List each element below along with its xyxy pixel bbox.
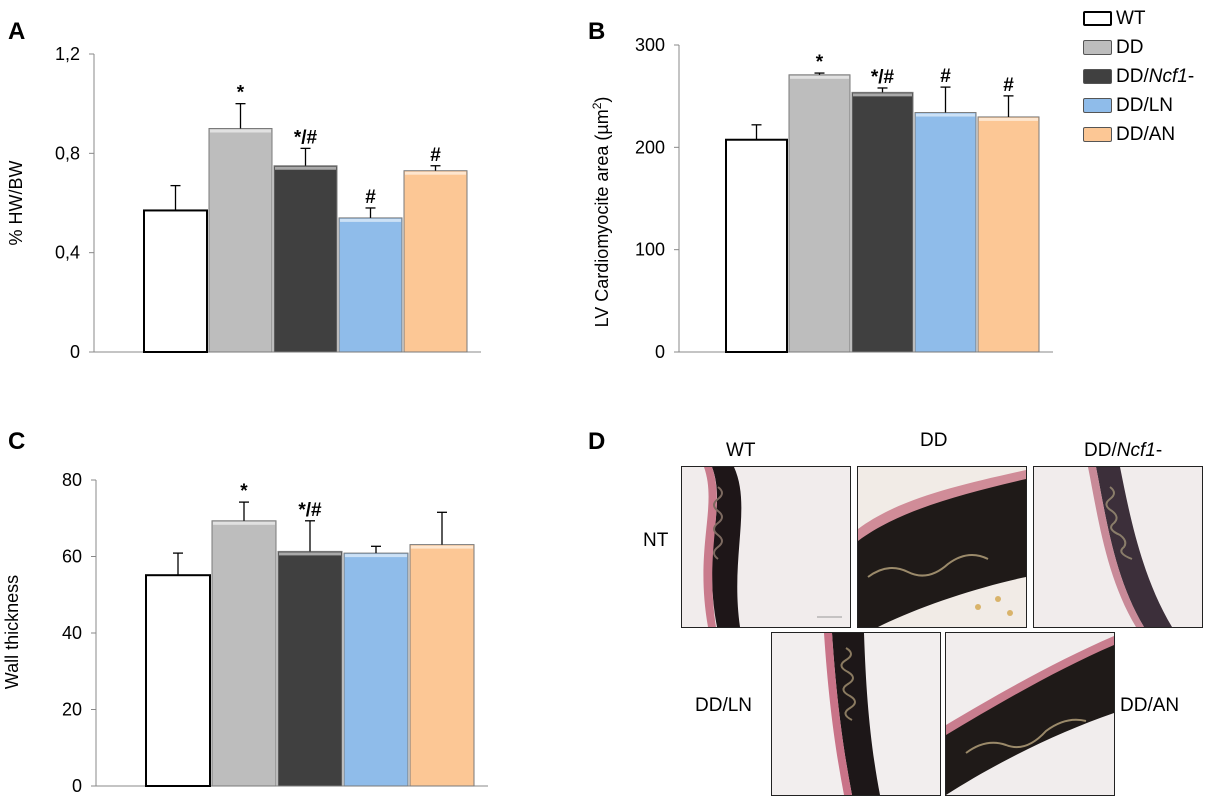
bar-highlight [213, 521, 275, 525]
legend-label-dd: DD [1116, 36, 1144, 58]
y-axis-label: LV Cardiomyocite area (µm2) [590, 97, 612, 328]
y-tick-label: 80 [62, 470, 82, 490]
bar-dd-ncf1- [273, 165, 338, 353]
bar-dd-ln [338, 217, 403, 353]
significance-marker: # [365, 187, 376, 208]
significance-marker: # [940, 66, 951, 87]
y-tick-label: 300 [635, 35, 665, 55]
micrograph-dd-an [945, 632, 1115, 796]
legend-label-dd-an: DD/AN [1116, 123, 1176, 145]
bar-highlight [853, 93, 912, 97]
legend-item-dd-ln: DD/LN [1083, 91, 1194, 120]
legend-label-dd-ncf1: DD/Ncf1- [1116, 65, 1195, 87]
legend-item-dd-an: DD/AN [1083, 120, 1194, 149]
y-tick-label: 0 [70, 342, 80, 362]
legend-label-dd-ln: DD/LN [1116, 94, 1174, 116]
micro-label-dd-an: DD/AN [1120, 695, 1180, 716]
y-tick-label: 0 [655, 342, 665, 362]
bar-dd-ncf1- [851, 91, 914, 353]
bar-highlight [405, 171, 466, 175]
panel-letter-a: A [8, 18, 26, 45]
bar-dd-an [977, 116, 1040, 353]
legend-item-dd-ncf1: DD/Ncf1- [1083, 62, 1194, 91]
micrograph-dd-ln [771, 632, 941, 796]
y-tick-label: 20 [62, 700, 82, 720]
bar-dd-ln [914, 112, 977, 353]
legend-item-dd: DD [1083, 33, 1194, 62]
y-tick-label: 1,2 [55, 44, 80, 64]
micro-col-label-dd: DD [920, 430, 948, 451]
y-axis-label: Wall thickness [2, 575, 22, 689]
chart-hw-bw: 0 0,4 0,8 1,2 % HW/BW * */# # # [6, 44, 481, 362]
significance-marker: # [1003, 75, 1014, 96]
legend-label-wt: WT [1116, 7, 1146, 29]
y-tick-label: 100 [635, 240, 665, 260]
significance-marker: */# [298, 500, 322, 521]
micrograph-dd-ln-image [772, 633, 940, 795]
bar-highlight [340, 218, 401, 222]
bar-dd-ncf1- [277, 550, 343, 787]
bar-dd [788, 74, 851, 353]
chart-cardiomyocyte-area: 0 100 200 300 LV Cardiomyocite area (µm2) * */… [590, 35, 1053, 362]
bar-highlight [279, 552, 341, 556]
significance-marker: * [816, 52, 824, 73]
bar-highlight [979, 117, 1038, 121]
bar-wt [145, 574, 211, 787]
panel-letter-d: D [588, 428, 606, 455]
y-tick-label: 200 [635, 137, 665, 157]
bar-wt [725, 138, 788, 353]
panel-letter-b: B [588, 18, 606, 45]
bar-highlight [275, 166, 336, 170]
y-axis-label: % HW/BW [6, 160, 26, 245]
bar-dd-an [409, 544, 475, 787]
micro-label-dd-ln: DD/LN [695, 695, 753, 716]
panel-letter-c: C [8, 428, 26, 455]
significance-marker: */# [294, 127, 318, 148]
y-tick-label: 40 [62, 623, 82, 643]
legend: WT DD DD/Ncf1- DD/LN DD/AN [1083, 4, 1194, 149]
significance-marker: * [240, 481, 248, 502]
micrograph-dd-ncf1-nt-image [1034, 467, 1202, 627]
legend-swatch-wt [1083, 11, 1112, 26]
bar-dd [211, 520, 277, 787]
bar-wt [143, 209, 208, 353]
bar-dd [208, 128, 273, 353]
micro-row-label-nt: NT [643, 530, 669, 551]
y-tick-label: 0,8 [55, 143, 80, 163]
bar-dd-an [403, 170, 468, 353]
significance-marker: # [430, 145, 441, 166]
chart-wall-thickness: 0 20 40 60 80 Wall thickness * */# [2, 470, 488, 796]
micrograph-wt-nt-image [682, 467, 850, 627]
bar-highlight [790, 75, 849, 79]
micro-col-label-wt: WT [726, 440, 756, 461]
y-tick-label: 60 [62, 547, 82, 567]
y-axis-label-superscript: 2 [590, 102, 604, 109]
significance-marker: */# [871, 67, 895, 88]
bar-dd-ln [343, 552, 409, 787]
micrograph-dd-nt-image [858, 467, 1026, 627]
micrograph-dd-ncf1-nt [1033, 466, 1203, 628]
legend-swatch-dd-an [1083, 127, 1112, 142]
y-tick-label: 0,4 [55, 243, 80, 263]
bar-highlight [210, 129, 271, 133]
bar-highlight [411, 545, 473, 549]
legend-swatch-dd-ln [1083, 98, 1112, 113]
micro-col-label-dd-ncf1: DD/Ncf1- [1084, 440, 1163, 461]
micrograph-dd-nt [857, 466, 1027, 628]
legend-item-wt: WT [1083, 4, 1194, 33]
micrograph-wt-nt [681, 466, 851, 628]
y-tick-label: 0 [72, 776, 82, 796]
legend-swatch-dd-ncf1 [1083, 69, 1112, 84]
legend-swatch-dd [1083, 40, 1112, 55]
significance-marker: * [237, 83, 245, 104]
micrograph-dd-an-image [946, 633, 1114, 795]
bar-highlight [345, 554, 407, 558]
bar-highlight [916, 113, 975, 117]
